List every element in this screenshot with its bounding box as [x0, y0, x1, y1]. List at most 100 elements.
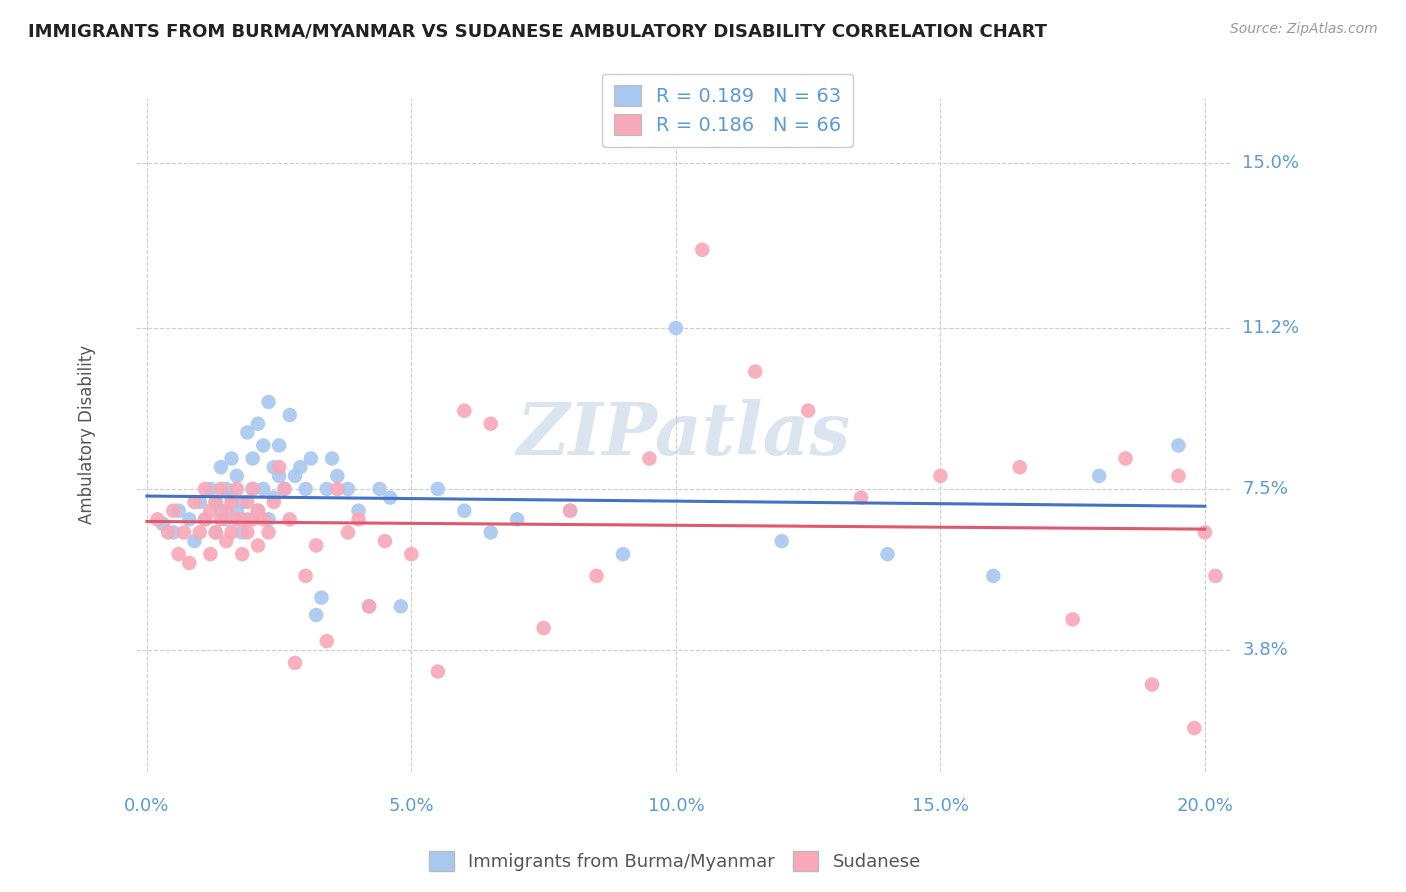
Point	[273, 482, 295, 496]
Point	[638, 451, 661, 466]
Point	[194, 512, 217, 526]
Point	[278, 512, 301, 526]
Point	[273, 482, 295, 496]
Point	[326, 469, 349, 483]
Point	[612, 547, 634, 561]
Point	[479, 525, 502, 540]
Point	[246, 417, 269, 431]
Point	[204, 495, 226, 509]
Point	[797, 403, 820, 417]
Point	[242, 482, 264, 496]
Point	[263, 460, 285, 475]
Point	[665, 321, 688, 335]
Point	[200, 482, 222, 496]
Point	[225, 504, 247, 518]
Point	[692, 243, 714, 257]
Point	[225, 512, 247, 526]
Legend: R = 0.189   N = 63, R = 0.186   N = 66: R = 0.189 N = 63, R = 0.186 N = 66	[602, 74, 853, 147]
Point	[269, 460, 291, 475]
Point	[246, 504, 269, 518]
Point	[426, 482, 449, 496]
Legend: Immigrants from Burma/Myanmar, Sudanese: Immigrants from Burma/Myanmar, Sudanese	[422, 844, 928, 879]
Point	[368, 482, 391, 496]
Point	[389, 599, 412, 614]
Point	[269, 438, 291, 452]
Text: 15.0%: 15.0%	[912, 797, 969, 814]
Point	[215, 512, 238, 526]
Point	[401, 547, 423, 561]
Point	[347, 512, 370, 526]
Point	[294, 569, 316, 583]
Point	[263, 491, 285, 505]
Point	[357, 599, 380, 614]
Point	[167, 547, 190, 561]
Point	[278, 408, 301, 422]
Point	[221, 491, 243, 505]
Point	[231, 547, 253, 561]
Point	[305, 538, 328, 552]
Point	[1140, 677, 1163, 691]
Text: ZIPatlas: ZIPatlas	[517, 399, 851, 470]
Point	[849, 491, 872, 505]
Point	[152, 516, 174, 531]
Point	[209, 482, 232, 496]
Point	[315, 634, 337, 648]
Point	[209, 512, 232, 526]
Point	[236, 512, 259, 526]
Text: 11.2%: 11.2%	[1243, 319, 1299, 337]
Point	[263, 495, 285, 509]
Point	[194, 512, 217, 526]
Point	[380, 491, 402, 505]
Text: 10.0%: 10.0%	[648, 797, 704, 814]
Point	[215, 534, 238, 549]
Point	[1088, 469, 1111, 483]
Point	[1205, 569, 1227, 583]
Point	[1167, 438, 1189, 452]
Point	[200, 547, 222, 561]
Point	[231, 495, 253, 509]
Point	[162, 504, 184, 518]
Point	[290, 460, 312, 475]
Point	[981, 569, 1004, 583]
Point	[209, 460, 232, 475]
Point	[146, 512, 169, 526]
Point	[321, 451, 343, 466]
Point	[236, 425, 259, 440]
Point	[558, 504, 581, 518]
Point	[744, 365, 766, 379]
Point	[257, 395, 280, 409]
Point	[246, 504, 269, 518]
Text: 15.0%: 15.0%	[1243, 153, 1299, 172]
Point	[357, 599, 380, 614]
Point	[770, 534, 793, 549]
Point	[242, 482, 264, 496]
Point	[453, 403, 475, 417]
Point	[315, 482, 337, 496]
Point	[183, 534, 205, 549]
Point	[284, 469, 307, 483]
Point	[506, 512, 529, 526]
Point	[204, 525, 226, 540]
Point	[257, 512, 280, 526]
Point	[294, 482, 316, 496]
Text: 5.0%: 5.0%	[388, 797, 434, 814]
Text: 0.0%: 0.0%	[124, 797, 170, 814]
Point	[225, 482, 247, 496]
Point	[533, 621, 555, 635]
Point	[558, 504, 581, 518]
Text: 3.8%: 3.8%	[1243, 640, 1288, 659]
Point	[231, 525, 253, 540]
Point	[1115, 451, 1137, 466]
Point	[200, 504, 222, 518]
Point	[585, 569, 607, 583]
Point	[1062, 612, 1084, 626]
Point	[252, 438, 274, 452]
Point	[1194, 525, 1216, 540]
Point	[336, 482, 359, 496]
Point	[257, 525, 280, 540]
Text: 20.0%: 20.0%	[1177, 797, 1233, 814]
Point	[157, 525, 180, 540]
Point	[1182, 721, 1205, 735]
Point	[236, 525, 259, 540]
Point	[336, 525, 359, 540]
